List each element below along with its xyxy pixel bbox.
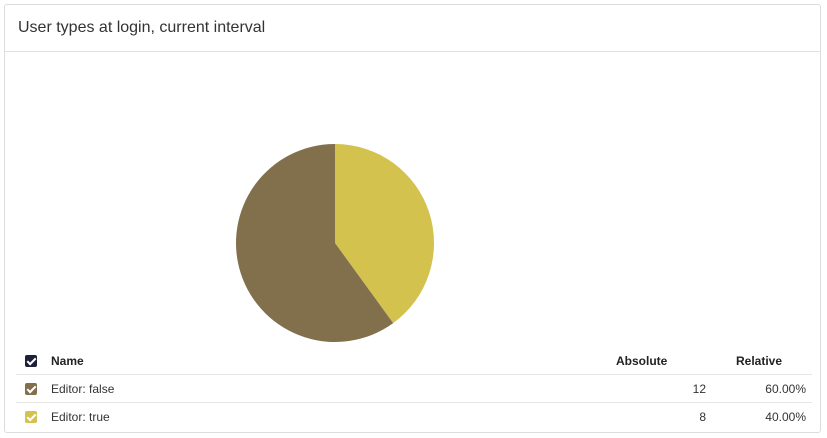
pie-slice-editor-true[interactable] — [335, 144, 434, 324]
absolute-column-header[interactable]: Absolute — [616, 353, 668, 368]
relative-column-header[interactable]: Relative — [736, 353, 783, 368]
pie-chart — [235, 143, 435, 343]
legend-row: Editor: false 12 60.00% — [16, 374, 812, 403]
row-checkbox-cell — [16, 375, 47, 403]
name-column-header[interactable]: Name — [51, 353, 84, 368]
select-all-cell — [16, 347, 47, 375]
legend-table: Name Absolute Relative Editor: false 12 … — [16, 347, 812, 430]
pie-chart-svg — [235, 144, 434, 342]
legend-header-row: Name Absolute Relative — [16, 347, 812, 375]
row-relative: 40.00% — [765, 409, 806, 424]
row-checkbox[interactable] — [25, 411, 37, 424]
row-absolute: 8 — [699, 409, 706, 424]
select-all-checkbox[interactable] — [25, 355, 37, 368]
row-relative: 60.00% — [765, 381, 806, 396]
row-checkbox-cell — [16, 403, 47, 431]
stats-panel: User types at login, current interval Na… — [4, 4, 821, 433]
panel-title: User types at login, current interval — [5, 5, 820, 52]
row-name: Editor: false — [51, 381, 115, 396]
row-name: Editor: true — [51, 409, 110, 424]
row-absolute: 12 — [692, 381, 706, 396]
row-checkbox[interactable] — [25, 383, 37, 396]
legend-row: Editor: true 8 40.00% — [16, 402, 812, 431]
pie-slice-editor-false[interactable] — [235, 144, 394, 342]
